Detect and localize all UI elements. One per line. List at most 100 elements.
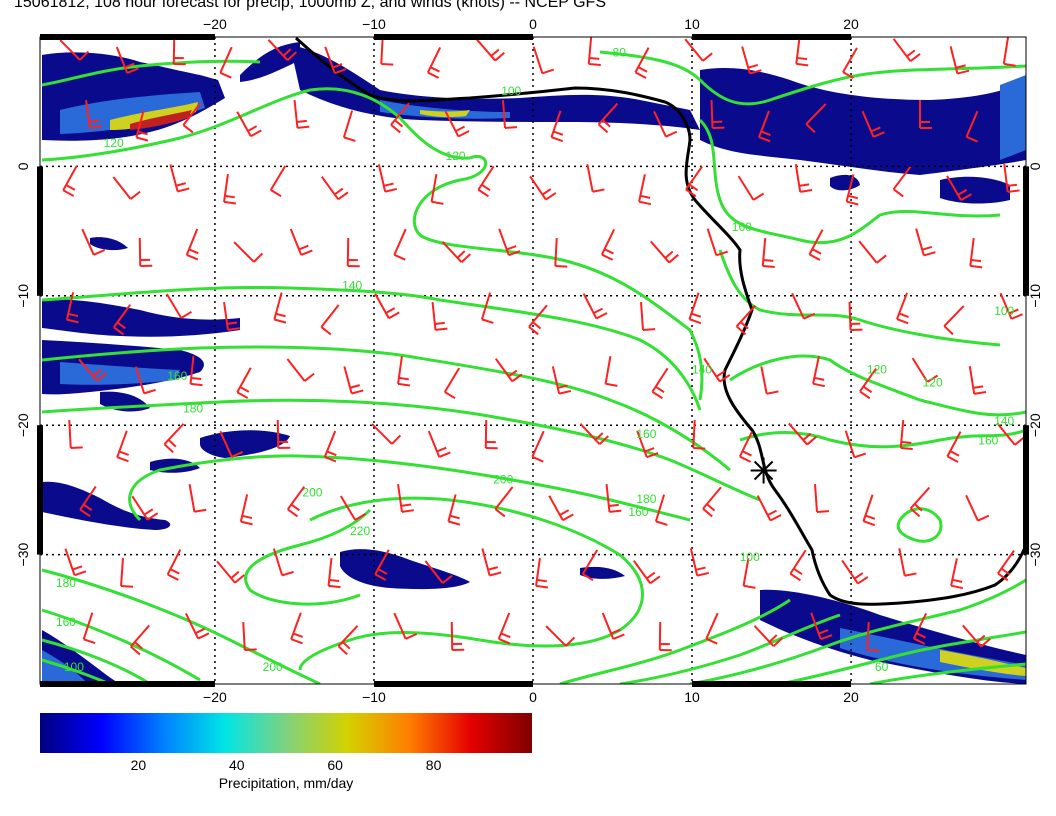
barb-flag: [612, 633, 625, 640]
wind-barb: [443, 367, 461, 400]
barb-flag: [405, 632, 418, 640]
barb-flag: [300, 249, 313, 256]
barb-flag: [1000, 567, 1011, 576]
barb-flag: [1006, 183, 1018, 187]
barb-flag: [320, 326, 332, 336]
precip-area: [110, 102, 198, 130]
wind-barb: [842, 47, 858, 79]
wind-barb: [120, 557, 134, 588]
barb-flag: [434, 321, 445, 325]
contour-label: 200: [302, 485, 322, 499]
barb-shaft: [532, 46, 544, 74]
wind-barb: [600, 228, 616, 261]
wind-barb: [812, 356, 826, 388]
barb-flag: [180, 310, 193, 319]
wind-barb: [760, 366, 779, 395]
barb-shaft: [188, 484, 196, 512]
contour-line: [41, 345, 731, 472]
wind-barb: [946, 175, 972, 201]
wind-barb: [374, 293, 400, 320]
barb-flag: [343, 136, 356, 142]
wind-barb: [912, 612, 928, 645]
barb-flag: [442, 574, 453, 584]
barb-shaft: [738, 430, 754, 458]
wind-barb: [172, 37, 186, 66]
wind-barb: [685, 165, 703, 198]
wind-barb: [738, 430, 754, 463]
wind-barb: [166, 549, 182, 581]
barb-shaft: [791, 292, 805, 320]
precip-colorbar: [40, 713, 532, 753]
contour-label: 100: [501, 84, 521, 98]
contour-line: [739, 428, 1026, 449]
wind-barb: [498, 228, 521, 257]
barb-shaft: [896, 292, 908, 320]
wind-barb: [78, 358, 107, 382]
barb-flag: [863, 520, 876, 527]
wind-barb: [535, 557, 549, 589]
wind-barb: [269, 165, 287, 198]
barb-shaft: [605, 483, 611, 513]
barb-shaft: [582, 293, 598, 319]
barb-flag: [604, 248, 614, 255]
wind-barb: [636, 430, 659, 459]
colorbar-tick-label: 20: [130, 757, 147, 773]
station-star[interactable]: [750, 457, 777, 484]
barb-shaft: [219, 46, 233, 74]
barb-flag: [892, 188, 904, 198]
frame-bar: [1023, 425, 1029, 555]
barb-flag: [438, 451, 451, 458]
barb-flag: [601, 253, 614, 261]
barb-shaft: [374, 293, 390, 319]
barb-shaft: [758, 110, 770, 138]
contour-label: 140: [342, 278, 362, 292]
barb-flag: [966, 135, 978, 143]
barb-shaft: [427, 430, 441, 458]
barb-flag: [70, 446, 83, 449]
wind-barb: [844, 430, 867, 459]
wind-barb: [531, 430, 545, 463]
barb-flag: [913, 503, 923, 512]
barb-shaft: [845, 174, 855, 202]
barb-flag: [186, 254, 199, 261]
wind-barb: [223, 301, 240, 331]
contour-line: [128, 454, 691, 522]
barb-flag: [916, 632, 926, 639]
barb-flag: [270, 189, 282, 198]
barb-shaft: [805, 103, 827, 125]
barb-flag: [742, 450, 752, 457]
barb-shaft: [753, 625, 775, 647]
barb-shaft: [286, 358, 306, 382]
barb-flag: [377, 568, 388, 575]
barb-flag: [1007, 189, 1020, 193]
precip-area: [240, 42, 300, 82]
wind-barb: [374, 549, 390, 581]
barb-shaft: [497, 612, 511, 640]
barb-shaft: [81, 228, 95, 256]
barb-flag: [814, 376, 825, 381]
barb-flag: [997, 572, 1009, 582]
wind-barb: [969, 237, 983, 269]
barb-shaft: [498, 228, 510, 256]
wind-barb: [135, 110, 149, 142]
barb-shaft: [892, 166, 912, 190]
barb-shaft: [165, 293, 183, 319]
barb-shaft: [393, 612, 407, 640]
wind-barb: [116, 430, 130, 463]
barb-flag: [244, 648, 257, 651]
wind-barb: [689, 548, 710, 577]
barb-flag: [296, 119, 307, 123]
barb-flag: [952, 578, 963, 583]
contour-line: [619, 613, 841, 684]
barb-flag: [816, 510, 830, 513]
barb-flag: [551, 136, 564, 143]
barb-flag: [598, 435, 610, 445]
wind-barb: [965, 110, 979, 143]
wind-barb: [371, 423, 402, 445]
wind-barb: [962, 624, 991, 648]
frame-bar: [40, 34, 215, 40]
barb-flag: [477, 188, 489, 198]
barb-flag: [66, 318, 79, 324]
